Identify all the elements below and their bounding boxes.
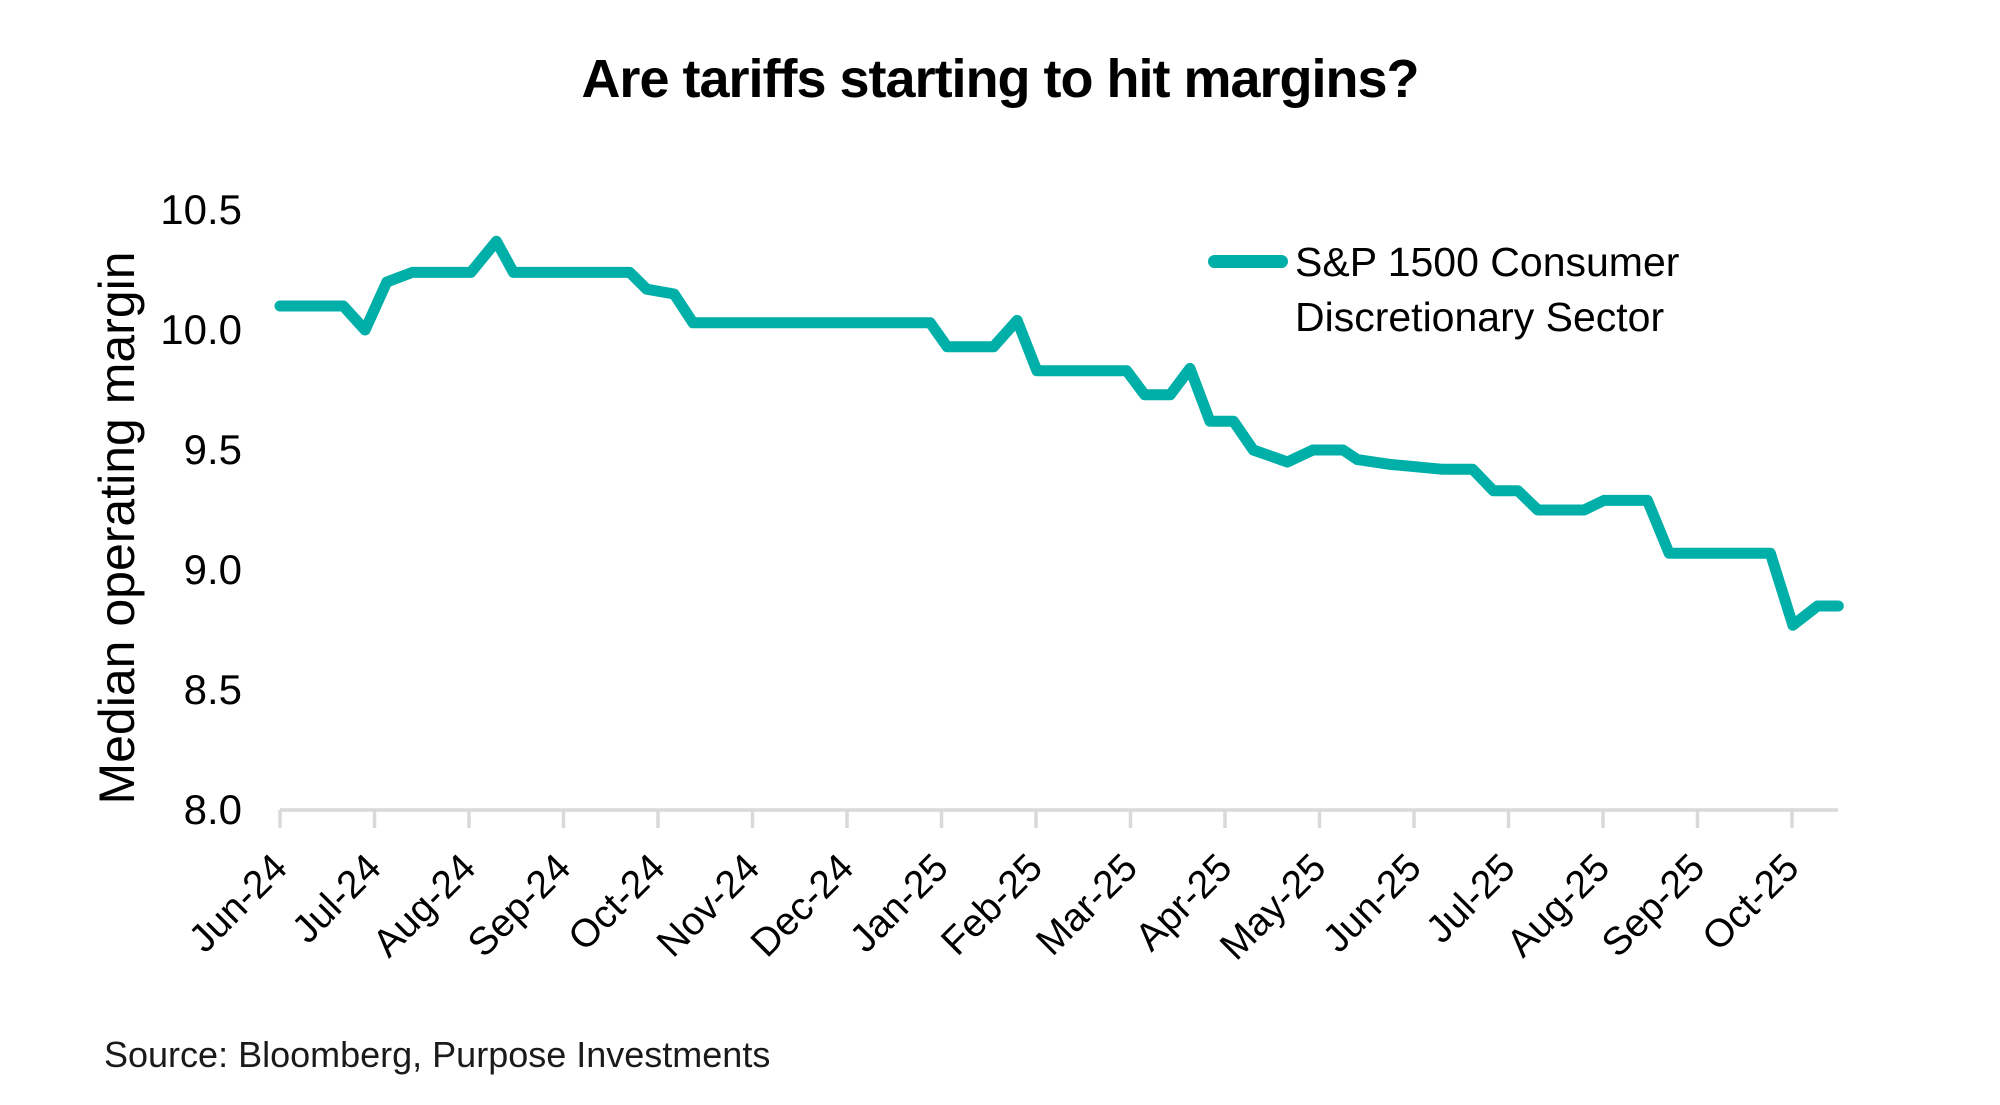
y-tick-label: 9.5 <box>183 426 242 473</box>
series-line-path <box>274 235 1844 631</box>
legend-label: S&P 1500 Consumer Discretionary Sector <box>1295 235 1679 344</box>
y-tick-label: 10.0 <box>160 306 242 353</box>
chart-title: Are tariffs starting to hit margins? <box>581 49 1419 109</box>
y-tick-label: 10.5 <box>160 186 242 233</box>
legend: S&P 1500 Consumer Discretionary Sector <box>1208 235 1679 344</box>
y-tick-label: 9.0 <box>183 546 242 593</box>
legend-line-swatch-icon <box>1208 255 1288 268</box>
y-tick-label: 8.0 <box>183 786 242 833</box>
y-tick-label: 8.5 <box>183 666 242 713</box>
legend-label-line2: Discretionary Sector <box>1295 293 1665 340</box>
source-note: Source: Bloomberg, Purpose Investments <box>104 1034 771 1075</box>
legend-label-line1: S&P 1500 Consumer <box>1295 239 1680 285</box>
